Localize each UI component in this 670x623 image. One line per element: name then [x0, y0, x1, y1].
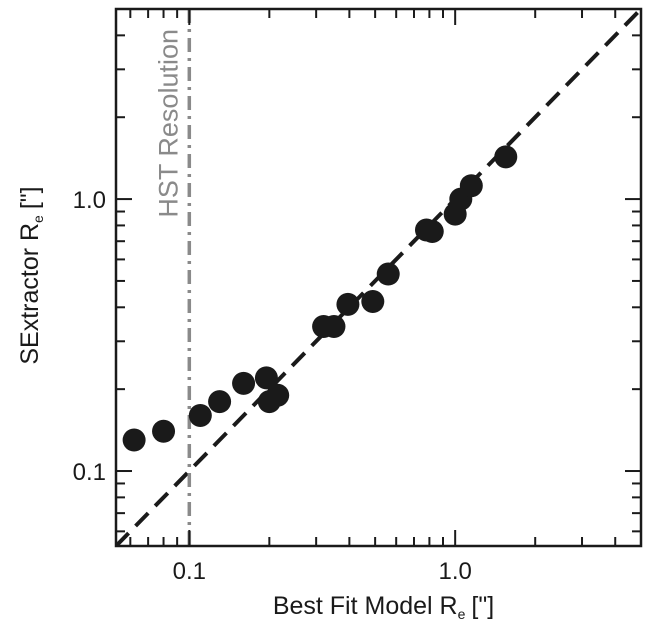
- data-point: [208, 390, 232, 414]
- data-point: [420, 219, 444, 243]
- data-points: [122, 145, 518, 452]
- y-axis-title: SExtractor Re["]: [16, 186, 46, 364]
- data-point: [266, 383, 290, 407]
- x-tick-label: 1.0: [438, 558, 471, 585]
- data-point: [459, 174, 483, 198]
- plot-frame: [114, 7, 643, 548]
- y-tick-label: 0.1: [73, 459, 106, 486]
- x-axis-title: Best Fit Model Re ["]: [273, 592, 494, 622]
- data-point: [361, 290, 385, 314]
- hst-resolution-label: HST Resolution: [153, 29, 183, 218]
- x-tick-label: 0.1: [173, 558, 206, 585]
- data-point: [152, 419, 176, 443]
- data-point: [322, 314, 346, 338]
- data-point: [494, 145, 518, 169]
- data-point: [336, 292, 360, 316]
- data-point: [122, 428, 146, 452]
- data-point: [254, 366, 278, 390]
- data-point: [232, 371, 256, 395]
- tick-labels: 0.1 1.0 0.1 1.0: [73, 187, 472, 585]
- y-tick-label: 1.0: [73, 187, 106, 214]
- data-point: [188, 404, 212, 428]
- data-point: [376, 262, 400, 286]
